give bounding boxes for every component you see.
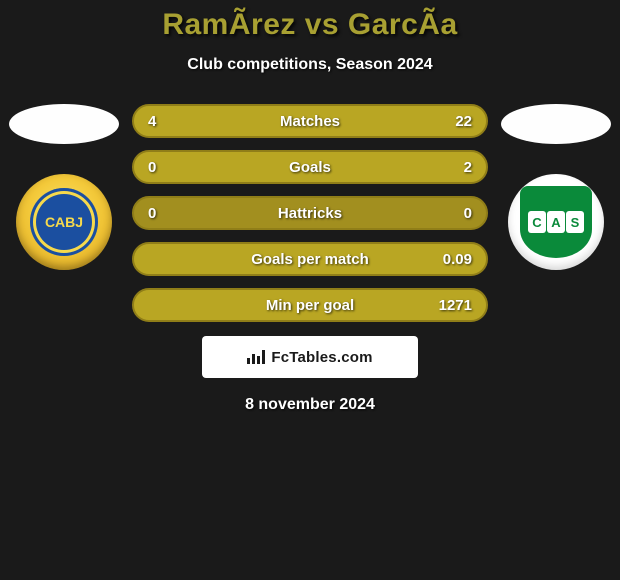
- right-badge-letter: S: [566, 211, 584, 233]
- subtitle: Club competitions, Season 2024: [0, 56, 620, 74]
- stat-label: Goals per match: [134, 251, 486, 268]
- right-club-badge: C A S: [508, 174, 604, 270]
- stat-row-goals: 0 Goals 2: [132, 150, 488, 184]
- stat-row-hattricks: 0 Hattricks 0: [132, 196, 488, 230]
- infographic-root: RamÃ­rez vs GarcÃ­a Club competitions, S…: [0, 0, 620, 414]
- right-badge-letter: C: [528, 211, 546, 233]
- stat-label: Min per goal: [134, 297, 486, 314]
- left-player-column: CABJ: [4, 104, 124, 270]
- page-title: RamÃ­rez vs GarcÃ­a: [0, 8, 620, 42]
- stat-label: Goals: [134, 159, 486, 176]
- right-badge-letter: A: [547, 211, 565, 233]
- right-player-column: C A S: [496, 104, 616, 270]
- right-club-badge-inner: C A S: [520, 186, 592, 258]
- main-row: CABJ 4 Matches 22 0 Goals 2: [0, 104, 620, 414]
- stat-row-goals-per-match: Goals per match 0.09: [132, 242, 488, 276]
- right-player-avatar-placeholder: [501, 104, 611, 144]
- stat-row-min-per-goal: Min per goal 1271: [132, 288, 488, 322]
- stat-row-matches: 4 Matches 22: [132, 104, 488, 138]
- attribution-text: FcTables.com: [271, 349, 372, 366]
- left-club-badge-text: CABJ: [30, 188, 98, 256]
- left-player-avatar-placeholder: [9, 104, 119, 144]
- stat-label: Matches: [134, 113, 486, 130]
- date-text: 8 november 2024: [132, 396, 488, 414]
- attribution-box: FcTables.com: [202, 336, 418, 378]
- stat-label: Hattricks: [134, 205, 486, 222]
- stats-column: 4 Matches 22 0 Goals 2 0 Hat: [132, 104, 488, 414]
- left-club-badge: CABJ: [16, 174, 112, 270]
- bar-chart-icon: [247, 350, 265, 364]
